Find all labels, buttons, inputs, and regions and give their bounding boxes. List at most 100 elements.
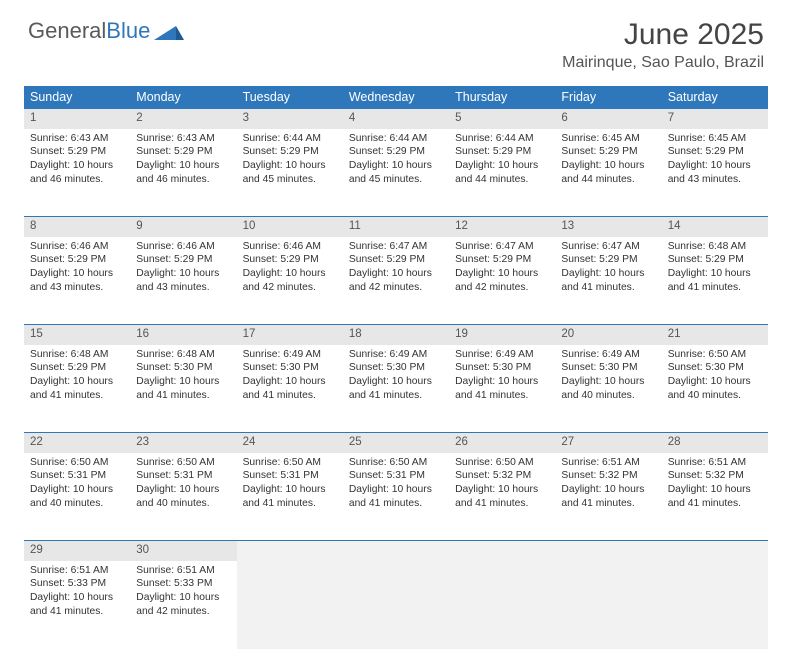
calendar-table: SundayMondayTuesdayWednesdayThursdayFrid… — [24, 86, 768, 649]
day-number-cell: 16 — [130, 325, 236, 345]
weekday-header: Tuesday — [237, 86, 343, 109]
day-content-cell: Sunrise: 6:50 AMSunset: 5:31 PMDaylight:… — [130, 453, 236, 541]
sunrise-text: Sunrise: 6:48 AM — [30, 348, 124, 362]
day-number-row: 2930 — [24, 541, 768, 561]
day-content-row: Sunrise: 6:48 AMSunset: 5:29 PMDaylight:… — [24, 345, 768, 433]
sunset-text: Sunset: 5:29 PM — [349, 145, 443, 159]
logo-word1: General — [28, 18, 106, 44]
daylight-text: Daylight: 10 hours and 41 minutes. — [349, 483, 443, 511]
weekday-header: Saturday — [662, 86, 768, 109]
day-number-cell: 11 — [343, 217, 449, 237]
day-number-cell: 21 — [662, 325, 768, 345]
sunset-text: Sunset: 5:29 PM — [30, 253, 124, 267]
sunrise-text: Sunrise: 6:46 AM — [30, 240, 124, 254]
day-content-cell — [343, 561, 449, 649]
day-content-row: Sunrise: 6:50 AMSunset: 5:31 PMDaylight:… — [24, 453, 768, 541]
day-number-cell: 22 — [24, 433, 130, 453]
sunrise-text: Sunrise: 6:47 AM — [561, 240, 655, 254]
daylight-text: Daylight: 10 hours and 41 minutes. — [561, 483, 655, 511]
daylight-text: Daylight: 10 hours and 41 minutes. — [243, 483, 337, 511]
sunset-text: Sunset: 5:29 PM — [243, 253, 337, 267]
day-content-cell: Sunrise: 6:46 AMSunset: 5:29 PMDaylight:… — [24, 237, 130, 325]
sunset-text: Sunset: 5:31 PM — [30, 469, 124, 483]
day-content-cell: Sunrise: 6:48 AMSunset: 5:29 PMDaylight:… — [662, 237, 768, 325]
logo: GeneralBlue — [28, 18, 184, 44]
sunrise-text: Sunrise: 6:43 AM — [136, 132, 230, 146]
sunrise-text: Sunrise: 6:50 AM — [136, 456, 230, 470]
daylight-text: Daylight: 10 hours and 46 minutes. — [136, 159, 230, 187]
daylight-text: Daylight: 10 hours and 41 minutes. — [455, 375, 549, 403]
day-number-cell: 29 — [24, 541, 130, 561]
daylight-text: Daylight: 10 hours and 40 minutes. — [668, 375, 762, 403]
sunset-text: Sunset: 5:29 PM — [668, 145, 762, 159]
day-number-cell: 28 — [662, 433, 768, 453]
sunrise-text: Sunrise: 6:48 AM — [668, 240, 762, 254]
daylight-text: Daylight: 10 hours and 41 minutes. — [243, 375, 337, 403]
sunrise-text: Sunrise: 6:45 AM — [668, 132, 762, 146]
day-content-cell: Sunrise: 6:51 AMSunset: 5:32 PMDaylight:… — [662, 453, 768, 541]
sunset-text: Sunset: 5:29 PM — [455, 145, 549, 159]
day-number-cell: 9 — [130, 217, 236, 237]
daylight-text: Daylight: 10 hours and 41 minutes. — [455, 483, 549, 511]
day-content-cell — [555, 561, 661, 649]
day-number-cell: 5 — [449, 109, 555, 129]
day-number-cell: 7 — [662, 109, 768, 129]
daylight-text: Daylight: 10 hours and 41 minutes. — [136, 375, 230, 403]
weekday-header: Wednesday — [343, 86, 449, 109]
day-number-cell: 2 — [130, 109, 236, 129]
daylight-text: Daylight: 10 hours and 44 minutes. — [455, 159, 549, 187]
sunrise-text: Sunrise: 6:50 AM — [668, 348, 762, 362]
daylight-text: Daylight: 10 hours and 41 minutes. — [30, 591, 124, 619]
sunset-text: Sunset: 5:29 PM — [243, 145, 337, 159]
day-content-cell: Sunrise: 6:50 AMSunset: 5:30 PMDaylight:… — [662, 345, 768, 433]
day-number-cell: 27 — [555, 433, 661, 453]
calendar-head: SundayMondayTuesdayWednesdayThursdayFrid… — [24, 86, 768, 109]
daylight-text: Daylight: 10 hours and 43 minutes. — [30, 267, 124, 295]
sunset-text: Sunset: 5:32 PM — [668, 469, 762, 483]
daylight-text: Daylight: 10 hours and 46 minutes. — [30, 159, 124, 187]
sunset-text: Sunset: 5:29 PM — [561, 253, 655, 267]
day-number-row: 15161718192021 — [24, 325, 768, 345]
sunrise-text: Sunrise: 6:49 AM — [243, 348, 337, 362]
sunrise-text: Sunrise: 6:47 AM — [349, 240, 443, 254]
day-number-cell: 26 — [449, 433, 555, 453]
day-number-row: 891011121314 — [24, 217, 768, 237]
sunset-text: Sunset: 5:30 PM — [668, 361, 762, 375]
sunrise-text: Sunrise: 6:47 AM — [455, 240, 549, 254]
daylight-text: Daylight: 10 hours and 41 minutes. — [668, 267, 762, 295]
day-number-row: 22232425262728 — [24, 433, 768, 453]
daylight-text: Daylight: 10 hours and 41 minutes. — [30, 375, 124, 403]
daylight-text: Daylight: 10 hours and 42 minutes. — [349, 267, 443, 295]
sunset-text: Sunset: 5:31 PM — [243, 469, 337, 483]
day-number-cell: 1 — [24, 109, 130, 129]
day-number-cell: 4 — [343, 109, 449, 129]
day-content-cell: Sunrise: 6:44 AMSunset: 5:29 PMDaylight:… — [343, 129, 449, 217]
daylight-text: Daylight: 10 hours and 41 minutes. — [349, 375, 443, 403]
sunset-text: Sunset: 5:33 PM — [136, 577, 230, 591]
logo-word2: Blue — [106, 18, 150, 44]
weekday-header: Monday — [130, 86, 236, 109]
day-number-cell: 25 — [343, 433, 449, 453]
day-number-cell — [343, 541, 449, 561]
sunrise-text: Sunrise: 6:49 AM — [455, 348, 549, 362]
daylight-text: Daylight: 10 hours and 45 minutes. — [243, 159, 337, 187]
day-number-cell — [662, 541, 768, 561]
day-content-cell: Sunrise: 6:44 AMSunset: 5:29 PMDaylight:… — [237, 129, 343, 217]
day-number-row: 1234567 — [24, 109, 768, 129]
sunset-text: Sunset: 5:31 PM — [349, 469, 443, 483]
daylight-text: Daylight: 10 hours and 43 minutes. — [136, 267, 230, 295]
daylight-text: Daylight: 10 hours and 41 minutes. — [561, 267, 655, 295]
sunset-text: Sunset: 5:29 PM — [30, 361, 124, 375]
day-content-cell: Sunrise: 6:45 AMSunset: 5:29 PMDaylight:… — [555, 129, 661, 217]
sunset-text: Sunset: 5:29 PM — [136, 145, 230, 159]
header: GeneralBlue June 2025 Mairinque, Sao Pau… — [0, 0, 792, 80]
day-number-cell: 18 — [343, 325, 449, 345]
daylight-text: Daylight: 10 hours and 42 minutes. — [136, 591, 230, 619]
day-content-cell — [449, 561, 555, 649]
day-content-row: Sunrise: 6:51 AMSunset: 5:33 PMDaylight:… — [24, 561, 768, 649]
daylight-text: Daylight: 10 hours and 40 minutes. — [136, 483, 230, 511]
day-content-row: Sunrise: 6:43 AMSunset: 5:29 PMDaylight:… — [24, 129, 768, 217]
day-content-cell: Sunrise: 6:50 AMSunset: 5:31 PMDaylight:… — [237, 453, 343, 541]
daylight-text: Daylight: 10 hours and 41 minutes. — [668, 483, 762, 511]
sunset-text: Sunset: 5:30 PM — [455, 361, 549, 375]
